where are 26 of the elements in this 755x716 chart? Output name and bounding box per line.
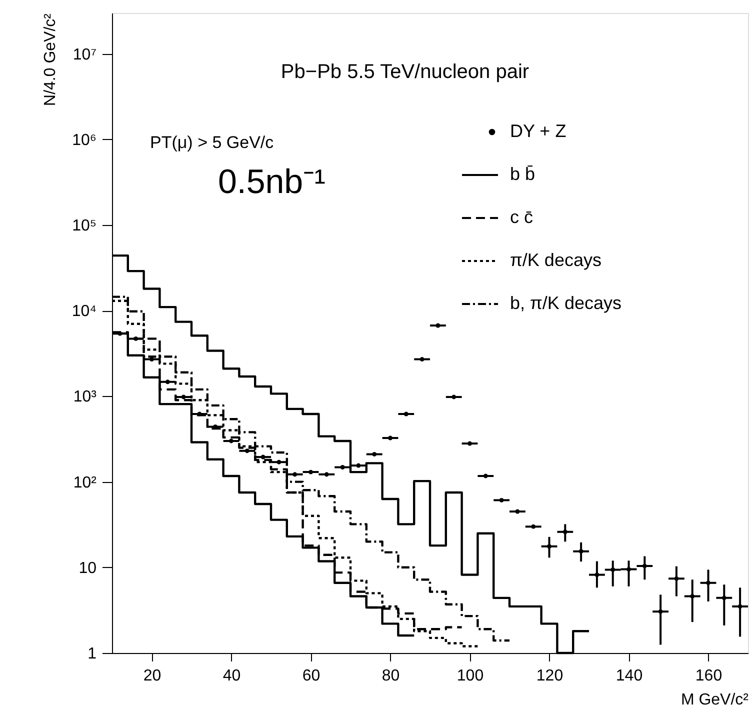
y-tick-label: 10² (73, 474, 98, 492)
y-tick-label: 10⁷ (72, 46, 97, 64)
legend-label: π/K decays (510, 250, 602, 270)
y-tick-label: 10⁶ (72, 132, 96, 149)
x-tick-label: 20 (143, 668, 162, 684)
y-tick-label: 10⁵ (72, 218, 96, 235)
legend-label: b b̄ (510, 164, 536, 184)
x-tick-label: 60 (302, 668, 320, 684)
annotation: Pb−Pb 5.5 TeV/nucleon pair (280, 61, 530, 83)
legend-label: c c̄ (510, 207, 534, 227)
y-tick-label: 1 (88, 646, 97, 662)
y-tick-label: 10 (78, 560, 97, 577)
x-tick-label: 160 (695, 668, 722, 684)
x-tick-label: 100 (456, 668, 484, 684)
x-tick-label: 80 (382, 668, 400, 684)
x-tick-label: 40 (222, 668, 241, 684)
annotation: 0.5nb⁻¹ (218, 163, 326, 201)
annotation: PT(μ) > 5 GeV/c (150, 133, 274, 152)
y-tick-label: 10⁴ (72, 303, 97, 320)
legend-label: DY + Z (510, 121, 566, 141)
y-axis-title: N/4.0 GeV/c² (42, 12, 59, 106)
legend-label: b, π/K decays (510, 293, 622, 313)
x-axis-title: M GeV/c² (680, 692, 750, 708)
x-tick-label: 140 (616, 668, 643, 684)
x-tick-label: 120 (536, 668, 564, 684)
y-tick-label: 10³ (73, 388, 98, 406)
